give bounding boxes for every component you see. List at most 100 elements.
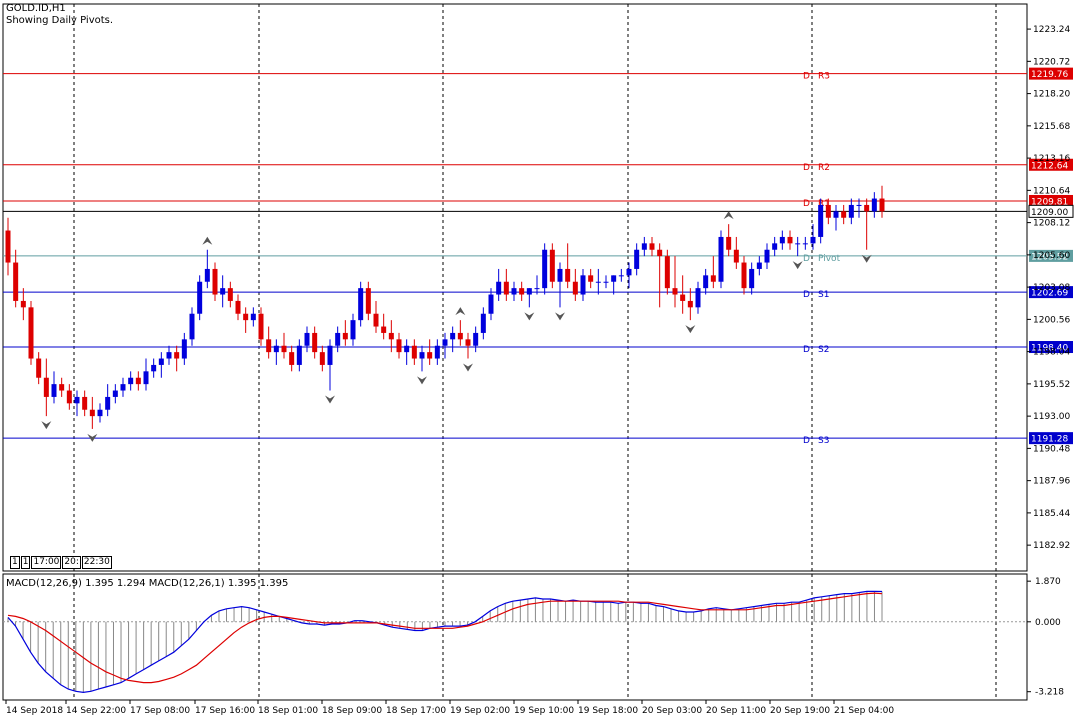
price-tag: [1029, 286, 1073, 299]
pivot-label-s3: S3: [818, 436, 829, 446]
candle-body: [818, 204, 824, 237]
candle-body: [350, 320, 356, 340]
pivot-label-prefix: D: [803, 290, 810, 300]
candle-body: [250, 313, 256, 321]
macd-frame: [2, 573, 1028, 701]
candle-body: [726, 236, 732, 250]
candle-body: [66, 390, 72, 404]
fractal-down-icon: [524, 312, 535, 321]
price-tag-label: 1212.64: [1031, 161, 1068, 171]
fractal-down-icon: [417, 376, 427, 385]
candle-body: [557, 268, 563, 282]
macd-title: MACD(12,26,9) 1.395 1.294 MACD(12,26,1) …: [6, 578, 289, 589]
candle-body: [848, 204, 854, 218]
fractal-up-icon: [202, 236, 213, 245]
y-tick-label: 1220.72: [1033, 57, 1070, 67]
candle-body: [595, 281, 601, 283]
timeframe-box[interactable]: 1 1 17:00 20: 22:30: [10, 556, 113, 569]
x-tick-label: 20 Sep 03:00: [642, 706, 702, 716]
candle-body: [641, 243, 647, 250]
candle-body: [388, 332, 394, 340]
candle-body: [273, 345, 279, 353]
price-tag-label: 1198.40: [1031, 344, 1068, 354]
symbol-label: GOLD.ID,H1: [6, 3, 66, 14]
candle-body: [871, 198, 877, 212]
macd-y-tick-label: -3.218: [1035, 688, 1064, 698]
pivot-label-pivot: Pivot: [818, 254, 841, 264]
x-tick-label: 18 Sep 09:00: [322, 706, 382, 716]
candle-body: [457, 332, 463, 340]
x-tick-label: 18 Sep 01:00: [258, 706, 318, 716]
candle-body: [51, 384, 57, 397]
current-price-tag: [1028, 204, 1074, 218]
candle-body: [473, 332, 479, 346]
y-tick-label: 1198.04: [1033, 348, 1070, 358]
timeframe-item[interactable]: 22:30: [81, 556, 112, 569]
candle-body: [664, 256, 670, 289]
fractal-down-icon: [41, 421, 52, 430]
timeframe-item[interactable]: 1: [20, 556, 31, 569]
pivot-label-r3: R3: [818, 72, 830, 82]
candle-body: [166, 352, 172, 359]
y-tick-label: 1205.60: [1033, 251, 1070, 261]
candle-body: [733, 249, 739, 263]
candle-body: [419, 352, 425, 359]
pivot-label-prefix: D: [803, 72, 810, 82]
candle-body: [687, 300, 693, 308]
candle-body: [549, 249, 555, 282]
candle-body: [634, 249, 640, 269]
fractal-layer: [41, 211, 872, 442]
candle-layer: [5, 185, 885, 429]
pivot-label-prefix: D: [803, 345, 810, 355]
fractal-down-icon: [325, 395, 335, 404]
candle-body: [703, 275, 709, 289]
current-price-label: 1209.00: [1031, 208, 1068, 218]
pivot-label-prefix: D: [803, 254, 810, 264]
y-tick-label: 1200.56: [1033, 315, 1070, 325]
candle-body: [802, 243, 808, 245]
candle-body: [312, 332, 318, 353]
timeframe-item[interactable]: 1: [10, 556, 20, 569]
candle-body: [304, 332, 310, 346]
candle-body: [879, 198, 885, 212]
price-tag-label: 1209.81: [1031, 197, 1068, 207]
price-tag-label: 1205.52: [1031, 252, 1068, 262]
candle-body: [864, 204, 870, 212]
y-tick-label: 1203.08: [1033, 283, 1070, 293]
candle-body: [266, 339, 272, 353]
fractal-up-icon: [723, 211, 734, 220]
candle-body: [503, 281, 509, 295]
candle-body: [151, 364, 157, 372]
candle-body: [465, 339, 471, 346]
candle-body: [588, 275, 594, 282]
fractal-down-icon: [555, 312, 565, 321]
candle-body: [212, 268, 218, 295]
candle-body: [411, 345, 417, 359]
price-tag: [1029, 432, 1073, 445]
pivot-label-prefix: D: [803, 199, 810, 209]
candle-body: [82, 396, 88, 410]
timeframe-item[interactable]: 20:: [62, 556, 81, 569]
candle-body: [97, 409, 103, 417]
y-tick-label: 1185.44: [1033, 509, 1070, 519]
y-tick-label: 1218.20: [1033, 90, 1070, 100]
axis-layer: 1223.24 1220.72 1218.20 1215.68 1213.16 1210.…: [5, 25, 1070, 716]
candle-body: [779, 236, 785, 244]
fractal-down-icon: [861, 254, 872, 263]
fractal-up-icon: [455, 307, 466, 316]
candle-body: [158, 358, 164, 365]
candle-body: [89, 409, 95, 417]
candle-body: [810, 236, 816, 244]
candle-body: [189, 313, 195, 340]
pivot-label-prefix: D: [803, 163, 810, 173]
y-tick-label: 1193.00: [1033, 412, 1070, 422]
price-tag: [1029, 249, 1073, 262]
candle-body: [526, 288, 532, 295]
candle-body: [319, 352, 325, 365]
candle-body: [74, 396, 80, 404]
x-tick-label: 21 Sep 04:00: [834, 706, 894, 716]
candle-body: [296, 345, 302, 365]
price-tag: [1029, 158, 1073, 171]
candle-body: [335, 332, 341, 346]
timeframe-item[interactable]: 17:00: [31, 556, 62, 569]
